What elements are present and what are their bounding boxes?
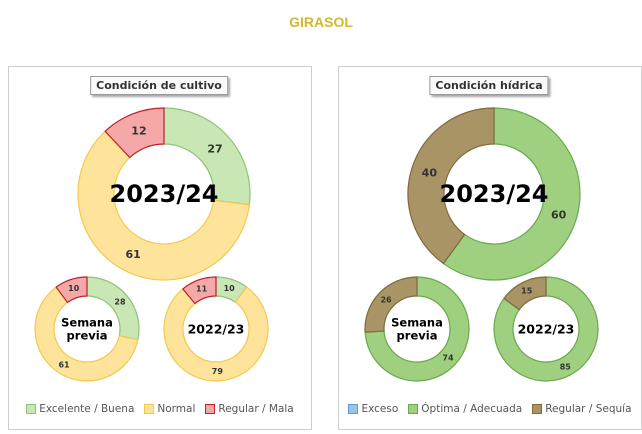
value-label-regular-mala-2022-23: 11 bbox=[196, 285, 208, 294]
legend-label: Exceso bbox=[361, 403, 399, 415]
value-label-normal-semana-previa: 61 bbox=[58, 360, 70, 369]
value-label-normal-2023-24: 61 bbox=[125, 248, 140, 261]
legend-label: Normal bbox=[157, 403, 196, 415]
value-label-optima-adecuada-2022-23: 85 bbox=[560, 362, 572, 371]
water-condition-title: Condición hídrica bbox=[429, 76, 549, 95]
legend-item-regular-sequia: Regular / Sequía bbox=[532, 403, 632, 415]
legend-label: Excelente / Buena bbox=[39, 403, 135, 415]
center-label-2022-23: 2022/23 bbox=[518, 322, 575, 337]
value-label-regular-mala-2023-24: 12 bbox=[131, 124, 146, 137]
legend-label: Óptima / Adecuada bbox=[421, 403, 523, 415]
slice-normal-2023-24 bbox=[77, 130, 250, 281]
center-label-semana-previa: Semana bbox=[61, 315, 113, 329]
value-label-regular-sequia-2022-23: 15 bbox=[521, 287, 533, 296]
slice-optima-adecuada-2022-23 bbox=[493, 276, 599, 382]
value-label-excelente-buena-2023-24: 27 bbox=[207, 143, 222, 156]
page-title: GIRASOL bbox=[289, 14, 353, 30]
slice-regular-sequia-2022-23 bbox=[503, 276, 547, 311]
legend-item-optima-adecuada: Óptima / Adecuada bbox=[408, 403, 522, 415]
legend-label: Regular / Mala bbox=[218, 403, 294, 415]
crop-condition-panel: 27 61 12 2023/24 28 61 10 Semana previa 10 79 11 202… bbox=[8, 66, 312, 430]
water-condition-legend: Exceso Óptima / Adecuada Regular / Sequía bbox=[339, 403, 641, 415]
value-label-regular-sequia-semana-previa: 26 bbox=[380, 295, 392, 304]
value-label-excelente-buena-semana-previa: 28 bbox=[114, 298, 126, 307]
slice-normal-2022-23 bbox=[163, 286, 269, 382]
center-label-semana-previa: previa bbox=[397, 329, 438, 343]
slice-optima-adecuada-2023-24 bbox=[442, 107, 581, 281]
legend-swatch-regular-mala bbox=[205, 404, 216, 414]
legend-swatch-normal bbox=[144, 404, 155, 414]
legend-item-exceso: Exceso bbox=[348, 403, 398, 415]
slice-regular-sequia-2023-24 bbox=[407, 107, 495, 265]
legend-item-excelente-buena: Excelente / Buena bbox=[26, 403, 134, 415]
slice-optima-adecuada-semana-previa bbox=[364, 276, 470, 382]
center-label-2022-23: 2022/23 bbox=[188, 322, 245, 337]
value-label-optima-adecuada-semana-previa: 74 bbox=[442, 354, 454, 363]
slice-regular-sequia-semana-previa bbox=[364, 276, 418, 333]
slice-regular-mala-2023-24 bbox=[104, 107, 165, 159]
water-condition-panel: 60 40 2023/24 74 26 Semana previa 85 15 2022/23 C… bbox=[338, 66, 642, 430]
legend-swatch-exceso bbox=[348, 404, 359, 414]
legend-swatch-excelente-buena bbox=[26, 404, 37, 414]
center-label-2023-24: 2023/24 bbox=[440, 180, 549, 208]
center-label-semana-previa: previa bbox=[67, 329, 108, 343]
slice-regular-mala-2022-23 bbox=[182, 276, 217, 305]
center-label-2023-24: 2023/24 bbox=[110, 180, 219, 208]
legend-swatch-regular-sequia bbox=[532, 404, 543, 414]
legend-label: Regular / Sequía bbox=[545, 403, 632, 415]
value-label-normal-2022-23: 79 bbox=[212, 367, 224, 376]
slice-regular-mala-semana-previa bbox=[55, 276, 88, 304]
value-label-regular-mala-semana-previa: 10 bbox=[68, 284, 80, 293]
value-label-regular-sequia-2023-24: 40 bbox=[422, 166, 438, 179]
crop-condition-legend: Excelente / Buena Normal Regular / Mala bbox=[9, 403, 311, 415]
value-label-excelente-buena-2022-23: 10 bbox=[224, 284, 236, 293]
crop-condition-title: Condición de cultivo bbox=[90, 76, 228, 95]
value-label-optima-adecuada-2023-24: 60 bbox=[551, 209, 567, 222]
slice-normal-semana-previa bbox=[34, 286, 139, 382]
legend-item-normal: Normal bbox=[144, 403, 195, 415]
legend-item-regular-mala: Regular / Mala bbox=[205, 403, 294, 415]
legend-swatch-optima-adecuada bbox=[408, 404, 419, 414]
center-label-semana-previa: Semana bbox=[391, 315, 443, 329]
